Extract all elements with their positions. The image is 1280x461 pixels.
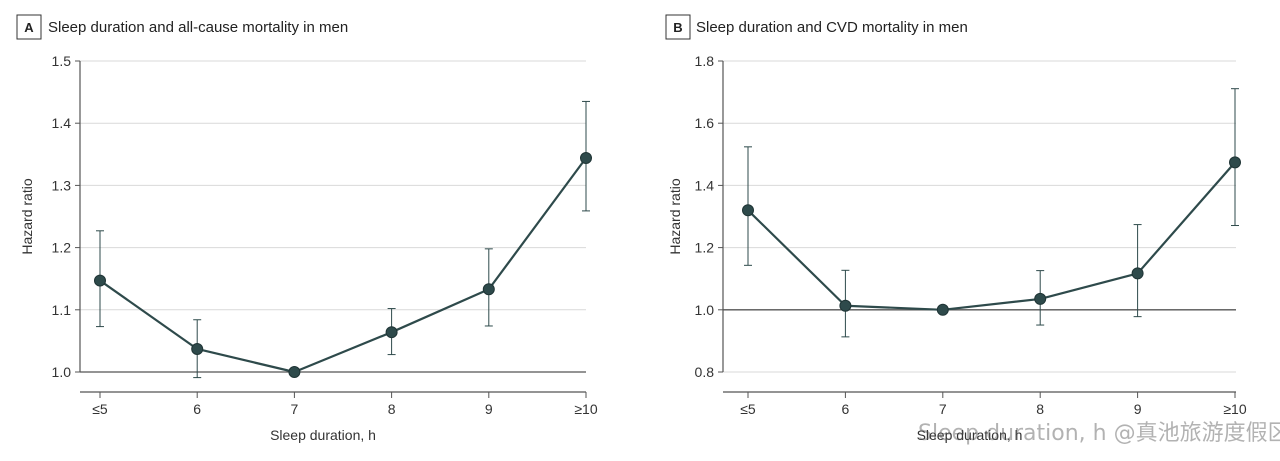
x-tick-label: ≥10 xyxy=(574,401,597,417)
y-tick-label: 1.2 xyxy=(52,240,72,256)
y-tick-label: 1.0 xyxy=(695,302,715,318)
data-point xyxy=(839,299,852,312)
data-point xyxy=(191,342,204,355)
y-axis-label: Hazard ratio xyxy=(19,178,35,254)
data-point xyxy=(385,326,398,339)
data-point xyxy=(288,366,301,378)
x-tick-label: 6 xyxy=(193,401,201,417)
watermark: Sleep duration, h @真池旅游度假区 xyxy=(918,421,1280,446)
panel-b: B Sleep duration and CVD mortality in men… xyxy=(665,14,1247,443)
series-line xyxy=(99,157,587,374)
panel-letter: A xyxy=(24,20,34,35)
x-tick-label: 8 xyxy=(1036,401,1044,417)
data-point xyxy=(580,152,592,165)
x-tick-label: 9 xyxy=(485,401,493,417)
x-tick-label: ≤5 xyxy=(740,401,756,417)
y-tick-label: 1.3 xyxy=(52,177,72,193)
data-point xyxy=(482,283,495,296)
panel-a: A Sleep duration and all-cause mortality … xyxy=(16,14,598,443)
y-axis-label: Hazard ratio xyxy=(667,178,683,254)
x-tick-label: ≤5 xyxy=(92,401,108,417)
y-tick-label: 1.2 xyxy=(695,240,715,256)
y-tick-label: 1.0 xyxy=(52,364,72,380)
y-tick-label: 1.4 xyxy=(52,115,72,131)
y-tick-label: 1.1 xyxy=(52,302,72,318)
chart-title: Sleep duration and all-cause mortality i… xyxy=(48,19,348,36)
data-point xyxy=(742,204,754,217)
panel-label-box xyxy=(665,14,691,40)
data-point xyxy=(1034,292,1047,305)
y-tick-label: 0.8 xyxy=(695,364,715,380)
y-tick-label: 1.5 xyxy=(52,53,72,69)
chart-title: Sleep duration and CVD mortality in men xyxy=(696,19,968,36)
y-tick-label: 1.4 xyxy=(695,177,715,193)
x-axis-label: Sleep duration, h xyxy=(270,427,376,443)
y-tick-label: 1.8 xyxy=(695,53,715,69)
x-tick-label: 7 xyxy=(291,401,299,417)
x-tick-label: ≥10 xyxy=(1223,401,1246,417)
data-point xyxy=(936,303,949,316)
panel-label-box xyxy=(16,14,42,40)
y-tick-label: 1.6 xyxy=(695,115,715,131)
x-tick-label: 9 xyxy=(1134,401,1142,417)
panel-letter: B xyxy=(673,20,682,35)
data-point xyxy=(94,274,106,287)
x-tick-label: 7 xyxy=(939,401,947,417)
series-line xyxy=(747,161,1236,311)
data-point xyxy=(1131,267,1144,280)
x-axis-label: Sleep duration, h xyxy=(917,427,1023,443)
x-tick-label: 8 xyxy=(388,401,396,417)
x-tick-label: 6 xyxy=(842,401,850,417)
data-point xyxy=(1229,156,1241,169)
